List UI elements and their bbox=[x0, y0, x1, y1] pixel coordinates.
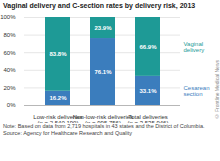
svg-text:76.1%: 76.1% bbox=[94, 69, 112, 75]
svg-text:33.1%: 33.1% bbox=[139, 88, 157, 94]
svg-text:80%: 80% bbox=[3, 32, 16, 38]
html-text:© Frontline Medical News: © Frontline Medical News bbox=[214, 59, 220, 119]
svg-text:16.2%: 16.2% bbox=[49, 95, 67, 101]
svg-text:20%: 20% bbox=[3, 85, 16, 91]
html-text:Vaginal delivery and C-section: Vaginal delivery and C-section rates by … bbox=[3, 2, 196, 9]
svg-text:100%: 100% bbox=[0, 14, 16, 20]
html-text:Note: Based on data from 2,719: Note: Based on data from 2,719 hospitals… bbox=[3, 123, 205, 129]
svg-text:23.9%: 23.9% bbox=[94, 25, 112, 31]
svg-text:66.9%: 66.9% bbox=[139, 44, 157, 50]
svg-text:83.8%: 83.8% bbox=[49, 51, 67, 57]
svg-text:0%: 0% bbox=[7, 102, 16, 108]
svg-text:60%: 60% bbox=[3, 50, 16, 56]
svg-text:Non-low-risk deliveries(n = 99: Non-low-risk deliveries(n = 995,756) bbox=[73, 114, 133, 123]
svg-text:Total deliveries(n = 3,535,946: Total deliveries(n = 3,535,946) bbox=[128, 114, 169, 123]
html-text:Source: Agency for Healthcare: Source: Agency for Healthcare Research a… bbox=[3, 129, 132, 136]
svg-text:Cesareansection: Cesareansection bbox=[184, 85, 210, 97]
svg-text:Vaginaldelivery: Vaginaldelivery bbox=[184, 41, 205, 53]
svg-text:40%: 40% bbox=[3, 67, 16, 73]
